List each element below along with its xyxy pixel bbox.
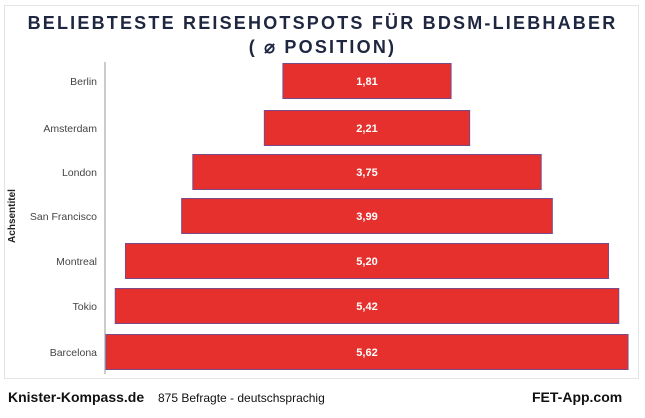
bar-tokio xyxy=(114,288,620,324)
bar-amsterdam xyxy=(263,110,471,146)
category-label: Berlin xyxy=(70,76,97,88)
footer-note: 875 Befragte - deutschsprachig xyxy=(158,391,325,405)
data-label: 5,62 xyxy=(356,347,377,359)
data-label: 3,75 xyxy=(356,167,377,179)
data-label: 3,99 xyxy=(356,211,377,223)
bar-barcelona xyxy=(105,334,629,370)
chart-title: BELIEBTESTE REISEHOTSPOTS FÜR BDSM-LIEBH… xyxy=(27,13,618,33)
category-label: Amsterdam xyxy=(43,123,97,135)
data-label: 1,81 xyxy=(356,76,377,88)
category-label: Tokio xyxy=(72,301,97,313)
chart-subtitle: ( ⌀ POSITION) xyxy=(248,37,397,57)
footer-brand-left: Knister-Kompass.de xyxy=(8,389,145,405)
category-label: San Francisco xyxy=(30,211,97,223)
data-label: 5,42 xyxy=(356,301,377,313)
bar-san-francisco xyxy=(181,198,553,234)
bar-montreal xyxy=(124,243,610,279)
y-axis-title: Achsentitel xyxy=(7,189,18,243)
bar-london xyxy=(192,154,542,190)
chart-frame xyxy=(4,5,639,379)
bar-berlin xyxy=(282,63,452,99)
category-label: London xyxy=(62,167,97,179)
footer-brand-right: FET-App.com xyxy=(532,389,623,405)
data-label: 2,21 xyxy=(356,123,377,135)
category-label: Montreal xyxy=(56,256,97,268)
category-label: Barcelona xyxy=(50,347,97,359)
data-label: 5,20 xyxy=(356,256,377,268)
